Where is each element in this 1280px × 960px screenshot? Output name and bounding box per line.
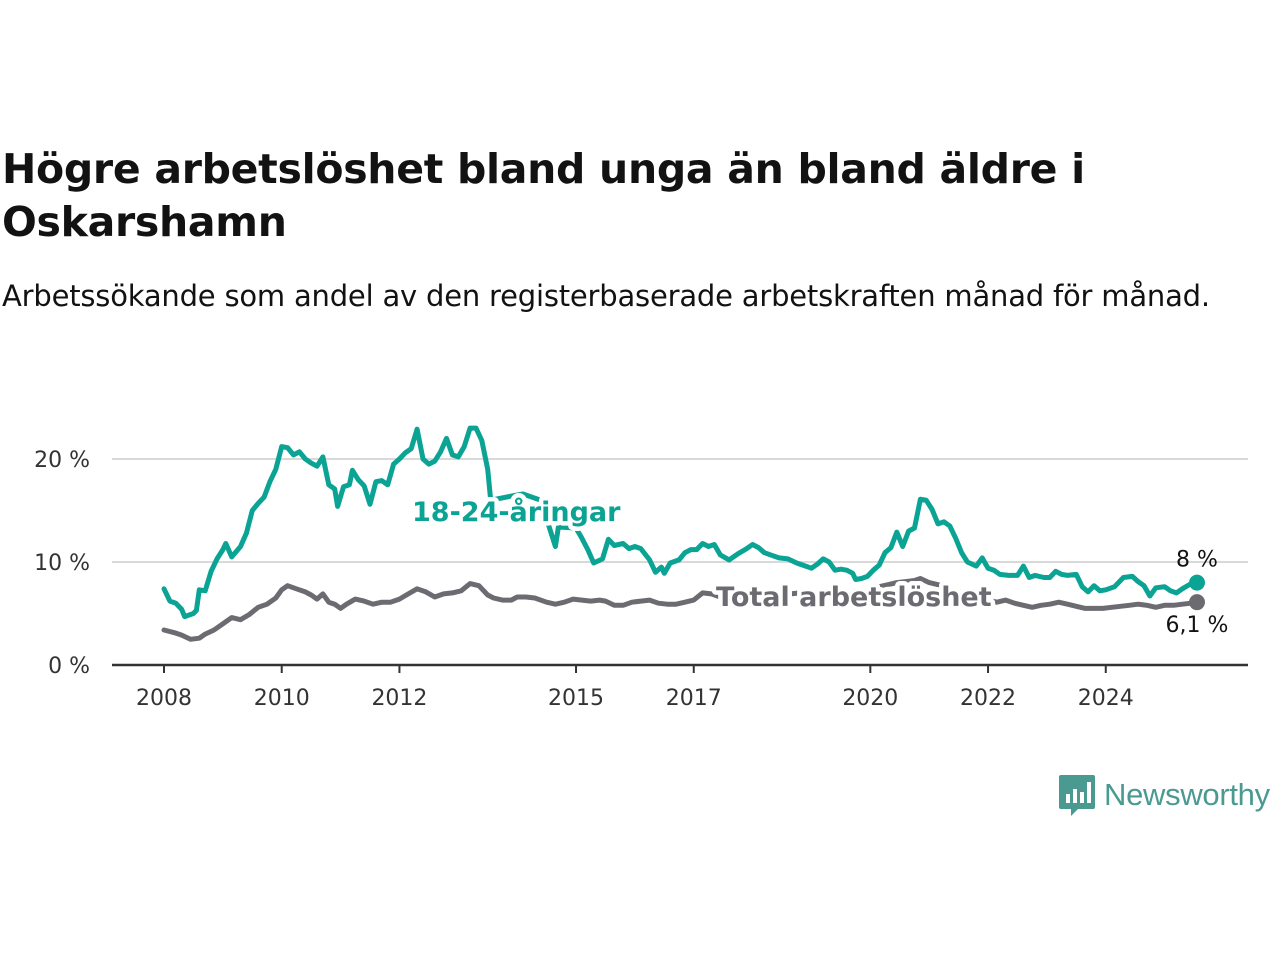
series-label-youth-text: 18-24-åringar [412, 496, 621, 528]
x-tick-label: 2015 [548, 686, 604, 711]
x-axis: 2008 2010 2012 2015 2017 2020 2022 2024 [112, 663, 1248, 711]
newsworthy-logo-icon [1059, 775, 1095, 816]
series-label-total-halo: Total arbetslöshet [716, 582, 992, 613]
series-lines [161, 425, 1205, 642]
x-tick-label: 2020 [842, 686, 898, 711]
x-tick-label: 2010 [254, 686, 310, 711]
chart-title: Högre arbetslöshet bland unga än bland ä… [2, 145, 1085, 246]
x-tick-label: 2022 [960, 686, 1016, 711]
series-line-0 [161, 425, 1200, 620]
x-tick-label: 2024 [1078, 686, 1134, 711]
y-tick-label: 0 % [48, 654, 90, 679]
x-tick-label: 2008 [136, 686, 192, 711]
series-label-total-text: Total arbetslöshet [716, 582, 992, 613]
end-label-total: 6,1 % [1166, 613, 1229, 638]
x-tick-label: 2017 [666, 686, 722, 711]
series-end-point-0 [1189, 574, 1205, 591]
y-tick-label: 20 % [34, 448, 90, 473]
chart-subtitle: Arbetssökande som andel av den registerb… [2, 279, 1210, 313]
newsworthy-logo[interactable]: Newsworthy [1058, 773, 1270, 817]
end-label-youth: 8 % [1176, 548, 1218, 573]
series-end-point-1 [1189, 594, 1205, 611]
series-line-1 [161, 576, 1200, 642]
brand-name: Newsworthy [1104, 777, 1270, 812]
x-tick-label: 2012 [371, 686, 427, 711]
series-label-youth-halo: 18-24-åringar [412, 496, 621, 528]
y-tick-label: 10 % [34, 551, 90, 576]
